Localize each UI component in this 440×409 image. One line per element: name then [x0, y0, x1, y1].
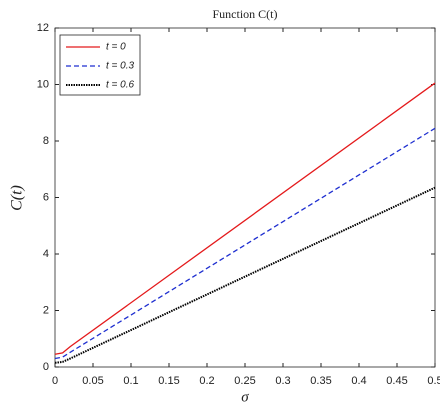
y-tick-label: 6: [43, 191, 49, 203]
legend-label: t = 0.3: [106, 61, 135, 72]
data-line: [54, 127, 436, 360]
x-tick-label: 0.3: [275, 375, 290, 387]
x-tick-label: 0: [52, 375, 58, 387]
x-tick-label: 0.2: [199, 375, 214, 387]
y-tick-label: 10: [37, 78, 49, 90]
y-tick-label: 4: [43, 248, 49, 260]
x-tick-label: 0.05: [82, 375, 103, 387]
x-tick-label: 0.15: [158, 375, 179, 387]
x-tick-label: 0.4: [351, 375, 366, 387]
legend-label: t = 0: [106, 42, 126, 53]
y-tick-label: 2: [43, 304, 49, 316]
x-tick-label: 0.5: [427, 375, 440, 387]
y-tick-label: 12: [37, 22, 49, 34]
data-line: [54, 82, 436, 355]
chart-title: Function C(t): [213, 7, 278, 21]
y-axis-label: C(t): [9, 185, 26, 211]
x-tick-label: 0.25: [234, 375, 255, 387]
x-tick-label: 0.35: [310, 375, 331, 387]
y-tick-label: 8: [43, 135, 49, 147]
x-tick-label: 0.1: [123, 375, 138, 387]
x-tick-label: 0.45: [386, 375, 407, 387]
data-line: [54, 186, 436, 364]
x-axis-label: σ: [241, 389, 249, 405]
y-tick-label: 0: [43, 361, 49, 373]
legend-label: t = 0.6: [106, 80, 135, 91]
